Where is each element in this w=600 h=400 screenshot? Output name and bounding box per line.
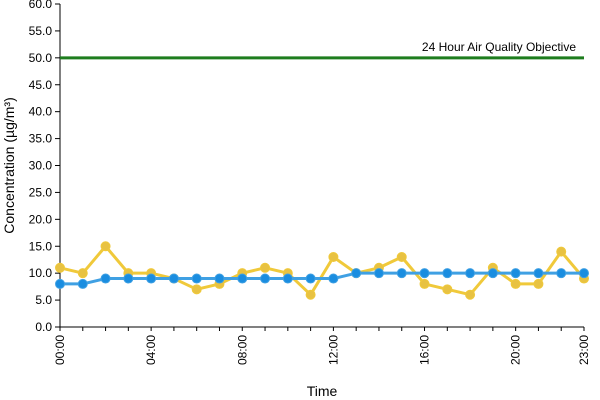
data-point: [305, 273, 316, 284]
x-tick-label: 12:00: [326, 335, 340, 365]
data-point: [305, 289, 316, 300]
y-tick-label: 35.0: [29, 132, 53, 146]
x-tick-label: 20:00: [509, 335, 523, 365]
data-point: [146, 273, 157, 284]
y-tick-label: 15.0: [29, 239, 53, 253]
x-tick-label: 23:00: [577, 335, 591, 365]
y-tick-label: 30.0: [29, 159, 53, 173]
data-point: [373, 268, 384, 279]
data-point: [396, 268, 407, 279]
data-point: [260, 273, 271, 284]
reference-line-label: 24 Hour Air Quality Objective: [422, 40, 576, 54]
x-tick-label: 08:00: [235, 335, 249, 365]
data-point: [556, 246, 567, 257]
series-group: [55, 241, 589, 300]
data-point: [351, 268, 362, 279]
data-point: [487, 268, 498, 279]
data-point: [510, 278, 521, 289]
y-tick-label: 45.0: [29, 78, 53, 92]
data-point: [510, 268, 521, 279]
data-point: [77, 268, 88, 279]
data-point: [100, 273, 111, 284]
series-line: [59, 244, 586, 297]
y-axis-title: Concentration (µg/m³): [1, 97, 17, 233]
data-point: [442, 284, 453, 295]
series-1: [55, 241, 589, 300]
y-tick-label: 60.0: [29, 0, 53, 11]
data-point: [419, 268, 430, 279]
y-tick-label: 0.0: [35, 320, 52, 334]
data-point: [55, 262, 65, 273]
data-point: [123, 273, 134, 284]
data-point: [442, 268, 453, 279]
data-point: [237, 273, 248, 284]
series-2: [55, 268, 589, 289]
x-tick-label: 00:00: [53, 335, 67, 365]
data-point: [328, 273, 339, 284]
x-tick-label: 04:00: [144, 335, 158, 365]
reference-line-group: 24 Hour Air Quality Objective: [60, 40, 584, 60]
data-point: [260, 262, 271, 273]
data-point: [328, 252, 339, 263]
y-tick-label: 50.0: [29, 51, 53, 65]
data-point: [465, 289, 476, 300]
y-tick-label: 10.0: [29, 266, 53, 280]
data-point: [465, 268, 476, 279]
data-point: [419, 278, 430, 289]
data-point: [579, 268, 589, 279]
x-axis-title: Time: [307, 383, 338, 399]
data-point: [191, 284, 202, 295]
x-ticks: 00:00 04:00 08:00 12:00 16:00 20:00 23:00: [53, 327, 591, 365]
data-point: [77, 278, 88, 289]
data-point: [214, 273, 225, 284]
x-tick-label: 16:00: [418, 335, 432, 365]
data-point: [396, 252, 407, 263]
data-point: [191, 273, 202, 284]
data-point: [168, 273, 179, 284]
y-tick-label: 40.0: [29, 105, 53, 119]
data-point: [55, 278, 65, 289]
data-point: [556, 268, 567, 279]
y-tick-label: 55.0: [29, 24, 53, 38]
y-tick-label: 25.0: [29, 185, 53, 199]
data-point: [533, 278, 544, 289]
data-point: [533, 268, 544, 279]
y-tick-label: 20.0: [29, 212, 53, 226]
data-point: [282, 273, 293, 284]
y-ticks: 0.0 5.0 10.0 15.0 20.0 25.0 30.0 35.0 40.0 45.0 50…: [29, 0, 60, 334]
data-point: [100, 241, 111, 252]
y-tick-label: 5.0: [35, 293, 52, 307]
